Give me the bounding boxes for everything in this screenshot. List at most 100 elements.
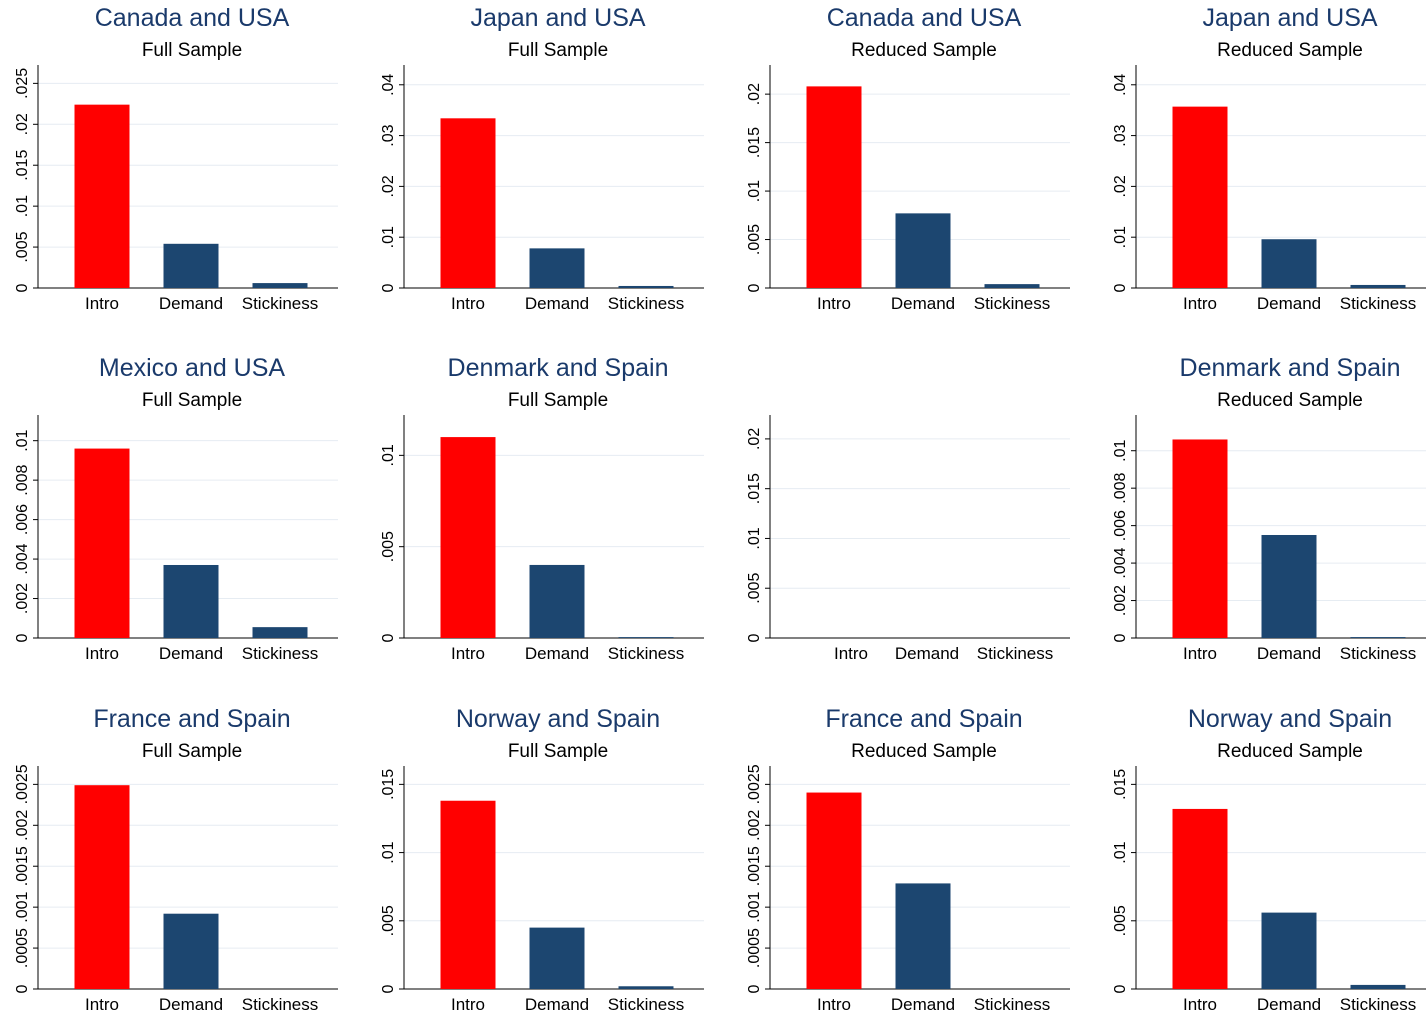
chart-panel: 0 .002 .004 .006 .008 .01 Intro Demand Stickines… [0, 350, 340, 665]
y-tick-label: .005 [1112, 905, 1129, 936]
bar-intro [74, 448, 130, 638]
y-tick-label: .005 [14, 231, 31, 262]
x-tick-label: Demand [895, 644, 959, 663]
panel-subtitle: Full Sample [141, 40, 243, 61]
x-tick-label: Stickiness [977, 644, 1054, 663]
x-tick-label: Stickiness [1340, 294, 1417, 313]
y-tick-label: .01 [1112, 841, 1129, 863]
bar-chart: 0 .005 .01 .015 .02 .025 Intro Demand Stickiness [14, 65, 338, 313]
x-tick-label: Demand [1257, 644, 1321, 663]
bar-intro [440, 437, 496, 638]
x-tick-label: Stickiness [242, 644, 319, 663]
y-tick-label: .005 [380, 531, 397, 562]
chart-panel: 0 .005 .01 .015 .02 .025 Intro Demand Stickiness… [0, 0, 340, 315]
panel-subtitle: Full Sample [141, 390, 243, 411]
bar-chart: 0 .0005 .001 .0015 .002 .0025 Intro Demand Stick… [746, 764, 1070, 1014]
chart-panel: 0 .005 .01 .015 .02 Intro Demand Stickiness [732, 350, 1072, 665]
x-tick-label: Intro [85, 644, 119, 663]
panel-title: Norway and Spain [455, 705, 661, 733]
bar-stickiness [1350, 637, 1406, 638]
bar-chart: 0 .005 .01 .015 .02 Intro Demand Stickiness [746, 65, 1070, 313]
chart-panel: 0 .005 .01 Intro Demand Stickiness Denmark and… [366, 350, 706, 665]
bar-stickiness [618, 986, 674, 989]
x-tick-label: Stickiness [974, 294, 1051, 313]
x-tick-label: Intro [834, 644, 868, 663]
x-tick-label: Stickiness [608, 995, 685, 1014]
chart-panel: 0 .01 .02 .03 .04 Intro Demand Stickiness Japan … [366, 0, 706, 315]
y-tick-label: 0 [14, 633, 31, 642]
y-tick-label: .01 [14, 195, 31, 217]
bar-demand [1261, 239, 1317, 288]
panel-title: Japan and USA [470, 4, 646, 32]
bar-stickiness [984, 284, 1040, 288]
bar-stickiness [252, 283, 308, 288]
panel-title: Canada and USA [826, 4, 1022, 32]
x-tick-label: Demand [159, 294, 223, 313]
panel-title: Norway and Spain [1187, 705, 1393, 733]
y-tick-label: 0 [746, 984, 763, 993]
bar-intro [806, 792, 862, 989]
bar-chart: 0 .002 .004 .006 .008 .01 Intro Demand Stickines… [1112, 415, 1426, 663]
bar-chart: 0 .01 .02 .03 .04 Intro Demand Stickiness [380, 65, 704, 313]
y-tick-label: .02 [746, 428, 763, 450]
y-tick-label: .0005 [14, 928, 31, 968]
panel-title: Denmark and Spain [1179, 354, 1401, 382]
y-tick-label: .015 [746, 127, 763, 158]
bar-demand [895, 883, 951, 989]
bar-chart: 0 .002 .004 .006 .008 .01 Intro Demand Stickines… [14, 415, 338, 663]
y-tick-label: 0 [380, 633, 397, 642]
bar-stickiness [1350, 284, 1406, 288]
bar-chart: 0 .005 .01 .015 Intro Demand Stickiness [380, 766, 704, 1014]
bar-intro [1172, 439, 1228, 638]
x-tick-label: Demand [159, 995, 223, 1014]
x-tick-label: Intro [451, 995, 485, 1014]
y-tick-label: .002 [14, 583, 31, 614]
chart-panel: 0 .005 .01 .015 Intro Demand Stickiness Norway … [1098, 701, 1426, 1016]
y-tick-label: 0 [14, 283, 31, 292]
panel-subtitle: Full Sample [507, 390, 609, 411]
y-tick-label: .015 [1112, 769, 1129, 800]
x-tick-label: Stickiness [608, 294, 685, 313]
x-tick-label: Intro [451, 644, 485, 663]
y-tick-label: .001 [14, 891, 31, 922]
y-tick-label: .002 [1112, 585, 1129, 616]
y-tick-label: .01 [14, 429, 31, 451]
bar-intro [74, 104, 130, 288]
bar-demand [1261, 912, 1317, 989]
y-tick-label: .0025 [746, 764, 763, 804]
bar-stickiness [618, 637, 674, 638]
y-tick-label: .002 [746, 810, 763, 841]
y-tick-label: .01 [380, 841, 397, 863]
y-tick-label: .0015 [14, 846, 31, 886]
x-tick-label: Demand [525, 294, 589, 313]
chart-panel: 0 .0005 .001 .0015 .002 .0025 Intro Demand Stick… [0, 701, 340, 1016]
bar-intro [440, 800, 496, 989]
panel-title: France and Spain [825, 705, 1023, 733]
y-tick-label: .025 [14, 68, 31, 99]
chart-panel: 0 .0005 .001 .0015 .002 .0025 Intro Demand Stick… [732, 701, 1072, 1016]
panel-subtitle: Full Sample [507, 40, 609, 61]
y-tick-label: .03 [380, 124, 397, 146]
bar-chart: 0 .0005 .001 .0015 .002 .0025 Intro Demand Stick… [14, 764, 338, 1014]
bar-demand [529, 564, 585, 638]
panel-subtitle: Full Sample [141, 741, 243, 762]
y-tick-label: 0 [380, 283, 397, 292]
x-tick-label: Intro [1183, 644, 1217, 663]
panel-title: Mexico and USA [98, 354, 286, 382]
y-tick-label: 0 [746, 283, 763, 292]
y-tick-label: .006 [14, 504, 31, 535]
y-tick-label: .01 [746, 527, 763, 549]
panel-title: France and Spain [93, 705, 291, 733]
x-tick-label: Intro [1183, 294, 1217, 313]
x-tick-label: Intro [817, 294, 851, 313]
bar-stickiness [252, 627, 308, 638]
x-tick-label: Demand [1257, 995, 1321, 1014]
x-tick-label: Stickiness [242, 995, 319, 1014]
y-tick-label: .001 [746, 891, 763, 922]
bar-intro [1172, 106, 1228, 288]
y-tick-label: 0 [1112, 984, 1129, 993]
y-tick-label: 0 [746, 633, 763, 642]
chart-panel: 0 .005 .01 .015 .02 Intro Demand Stickiness Cana… [732, 0, 1072, 315]
x-tick-label: Intro [451, 294, 485, 313]
y-tick-label: .008 [14, 464, 31, 495]
